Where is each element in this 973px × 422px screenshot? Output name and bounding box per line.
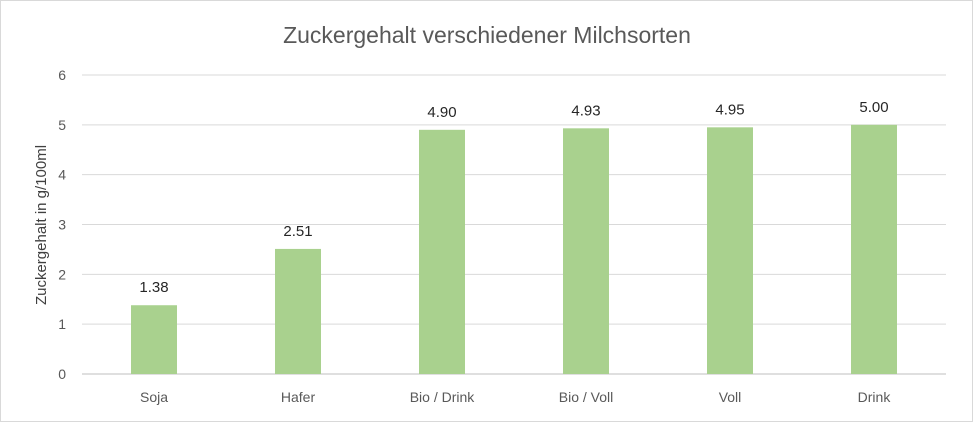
data-label: 2.51 bbox=[283, 223, 312, 240]
data-label: 5.00 bbox=[859, 99, 888, 116]
bar bbox=[419, 129, 465, 374]
chart-title: Zuckergehalt verschiedener Milchsorten bbox=[283, 22, 691, 48]
bar bbox=[707, 127, 753, 374]
data-label: 4.90 bbox=[427, 104, 456, 121]
data-label: 4.93 bbox=[571, 102, 600, 119]
y-tick-label: 1 bbox=[58, 316, 66, 332]
x-tick-label: Hafer bbox=[281, 389, 316, 405]
y-tick-label: 4 bbox=[58, 167, 66, 183]
bars bbox=[131, 124, 897, 374]
bar bbox=[851, 124, 897, 374]
y-tick-labels: 0 1 2 3 4 5 6 bbox=[58, 67, 66, 382]
data-label: 4.95 bbox=[715, 101, 744, 118]
data-label: 1.38 bbox=[139, 279, 168, 296]
gridlines bbox=[82, 74, 946, 375]
bar bbox=[131, 305, 177, 374]
x-tick-labels: Soja Hafer Bio / Drink Bio / Voll Voll Drink bbox=[140, 389, 891, 405]
x-tick-label: Soja bbox=[140, 389, 168, 405]
bar bbox=[275, 248, 321, 374]
y-tick-label: 0 bbox=[58, 366, 66, 382]
x-tick-label: Voll bbox=[719, 389, 742, 405]
y-tick-label: 3 bbox=[58, 217, 66, 233]
y-tick-label: 5 bbox=[58, 117, 66, 133]
data-labels: 1.38 2.51 4.90 4.93 4.95 5.00 bbox=[139, 99, 888, 296]
bar bbox=[563, 128, 609, 374]
y-tick-label: 2 bbox=[58, 266, 66, 282]
x-tick-label: Bio / Voll bbox=[559, 389, 613, 405]
x-tick-label: Drink bbox=[858, 389, 892, 405]
x-tick-label: Bio / Drink bbox=[410, 389, 476, 405]
y-tick-label: 6 bbox=[58, 67, 66, 83]
y-axis-label: Zuckergehalt in g/100ml bbox=[33, 145, 50, 305]
